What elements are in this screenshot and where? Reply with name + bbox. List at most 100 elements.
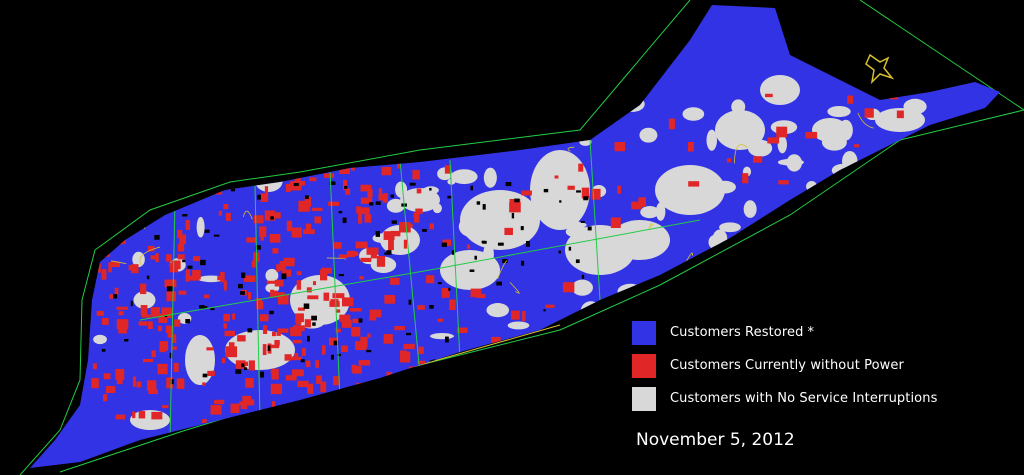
without-power-area [178, 290, 187, 295]
without-power-area [127, 204, 133, 208]
unserved-gap [358, 318, 363, 323]
without-power-area [151, 411, 163, 420]
without-power-area [896, 110, 904, 119]
without-power-area [352, 406, 357, 416]
unserved-gap [543, 188, 549, 193]
without-power-area [778, 180, 789, 185]
unserved-gap [429, 304, 434, 309]
without-power-area [412, 169, 420, 180]
without-power-area [245, 378, 254, 388]
without-power-area [185, 274, 190, 282]
without-power-area [162, 405, 169, 409]
unserved-gap [422, 229, 427, 232]
without-power-area [247, 292, 252, 300]
without-power-area [873, 179, 882, 185]
legend: Customers Restored * Customers Currently… [632, 316, 937, 415]
no-interruption-area [130, 157, 143, 164]
without-power-area [224, 330, 235, 337]
without-power-area [369, 309, 382, 318]
without-power-area [118, 181, 128, 190]
footnote-marker: * [807, 325, 814, 340]
district-boundary-line [139, 269, 431, 321]
without-power-area [274, 279, 284, 287]
without-power-area [321, 345, 326, 355]
without-power-area [894, 219, 903, 229]
unserved-gap [375, 201, 381, 205]
unserved-gap [182, 214, 188, 217]
no-interruption-area [842, 150, 858, 172]
unserved-gap [369, 202, 374, 206]
no-interruption-area [655, 165, 725, 215]
without-power-area [284, 354, 292, 361]
no-interruption-area [706, 129, 718, 151]
unserved-gap [384, 252, 388, 255]
unserved-gap [304, 195, 309, 200]
without-power-area [397, 161, 401, 169]
without-power-area [323, 292, 330, 301]
unserved-gap [568, 246, 572, 251]
unserved-gap [438, 282, 442, 285]
without-power-area [96, 245, 106, 256]
unserved-gap [267, 345, 271, 352]
unserved-gap [511, 212, 515, 219]
town-boundary-line [326, 257, 347, 260]
unserved-gap [497, 242, 504, 246]
no-interruption-area [867, 299, 889, 317]
without-power-area [91, 378, 99, 389]
without-power-area [116, 306, 128, 310]
unserved-gap [474, 255, 477, 260]
unserved-gap [101, 348, 106, 352]
unserved-gap [476, 373, 483, 378]
unserved-gap [555, 378, 558, 384]
without-power-area [157, 367, 168, 375]
unserved-gap [204, 229, 210, 233]
without-power-area [228, 163, 235, 171]
unserved-gap [247, 328, 253, 333]
no-interruption-area [396, 110, 412, 131]
unserved-gap [580, 220, 585, 223]
without-power-area [418, 346, 424, 354]
no-interruption-area [608, 341, 621, 350]
without-power-area [109, 294, 114, 299]
no-interruption-area [719, 222, 741, 233]
without-power-area [116, 215, 124, 225]
without-power-area [301, 348, 306, 356]
without-power-area [291, 356, 302, 361]
without-power-area [116, 319, 129, 330]
without-power-area [293, 325, 305, 332]
without-power-area [103, 373, 111, 380]
without-power-area [292, 339, 302, 344]
no-interruption-area [685, 190, 706, 212]
without-power-area [753, 289, 764, 298]
no-interruption-area [303, 149, 324, 167]
no-interruption-area [640, 206, 660, 219]
unserved-gap [329, 181, 336, 185]
without-power-area [230, 403, 240, 414]
without-power-area [223, 280, 227, 291]
without-power-area [256, 301, 264, 310]
unserved-gap [153, 188, 157, 192]
without-power-area [364, 214, 372, 223]
unserved-gap [520, 260, 525, 266]
without-power-area [426, 275, 435, 284]
without-power-area [338, 254, 349, 259]
legend-item-without-power: Customers Currently without Power [632, 349, 937, 382]
without-power-area [96, 310, 104, 316]
unserved-gap [182, 260, 186, 263]
without-power-area [358, 207, 370, 214]
no-interruption-area [558, 221, 587, 229]
without-power-area [270, 383, 282, 395]
no-interruption-area [450, 169, 478, 185]
unserved-gap [406, 332, 412, 336]
without-power-area [246, 399, 255, 406]
unserved-gap [375, 230, 380, 237]
without-power-area [267, 163, 276, 167]
without-power-area [225, 212, 231, 221]
without-power-area [522, 311, 526, 322]
without-power-area [270, 370, 278, 374]
no-interruption-area [731, 99, 746, 115]
without-power-area [504, 227, 513, 236]
no-interruption-area [760, 75, 800, 105]
without-power-area [148, 389, 158, 395]
unserved-gap [587, 226, 592, 231]
